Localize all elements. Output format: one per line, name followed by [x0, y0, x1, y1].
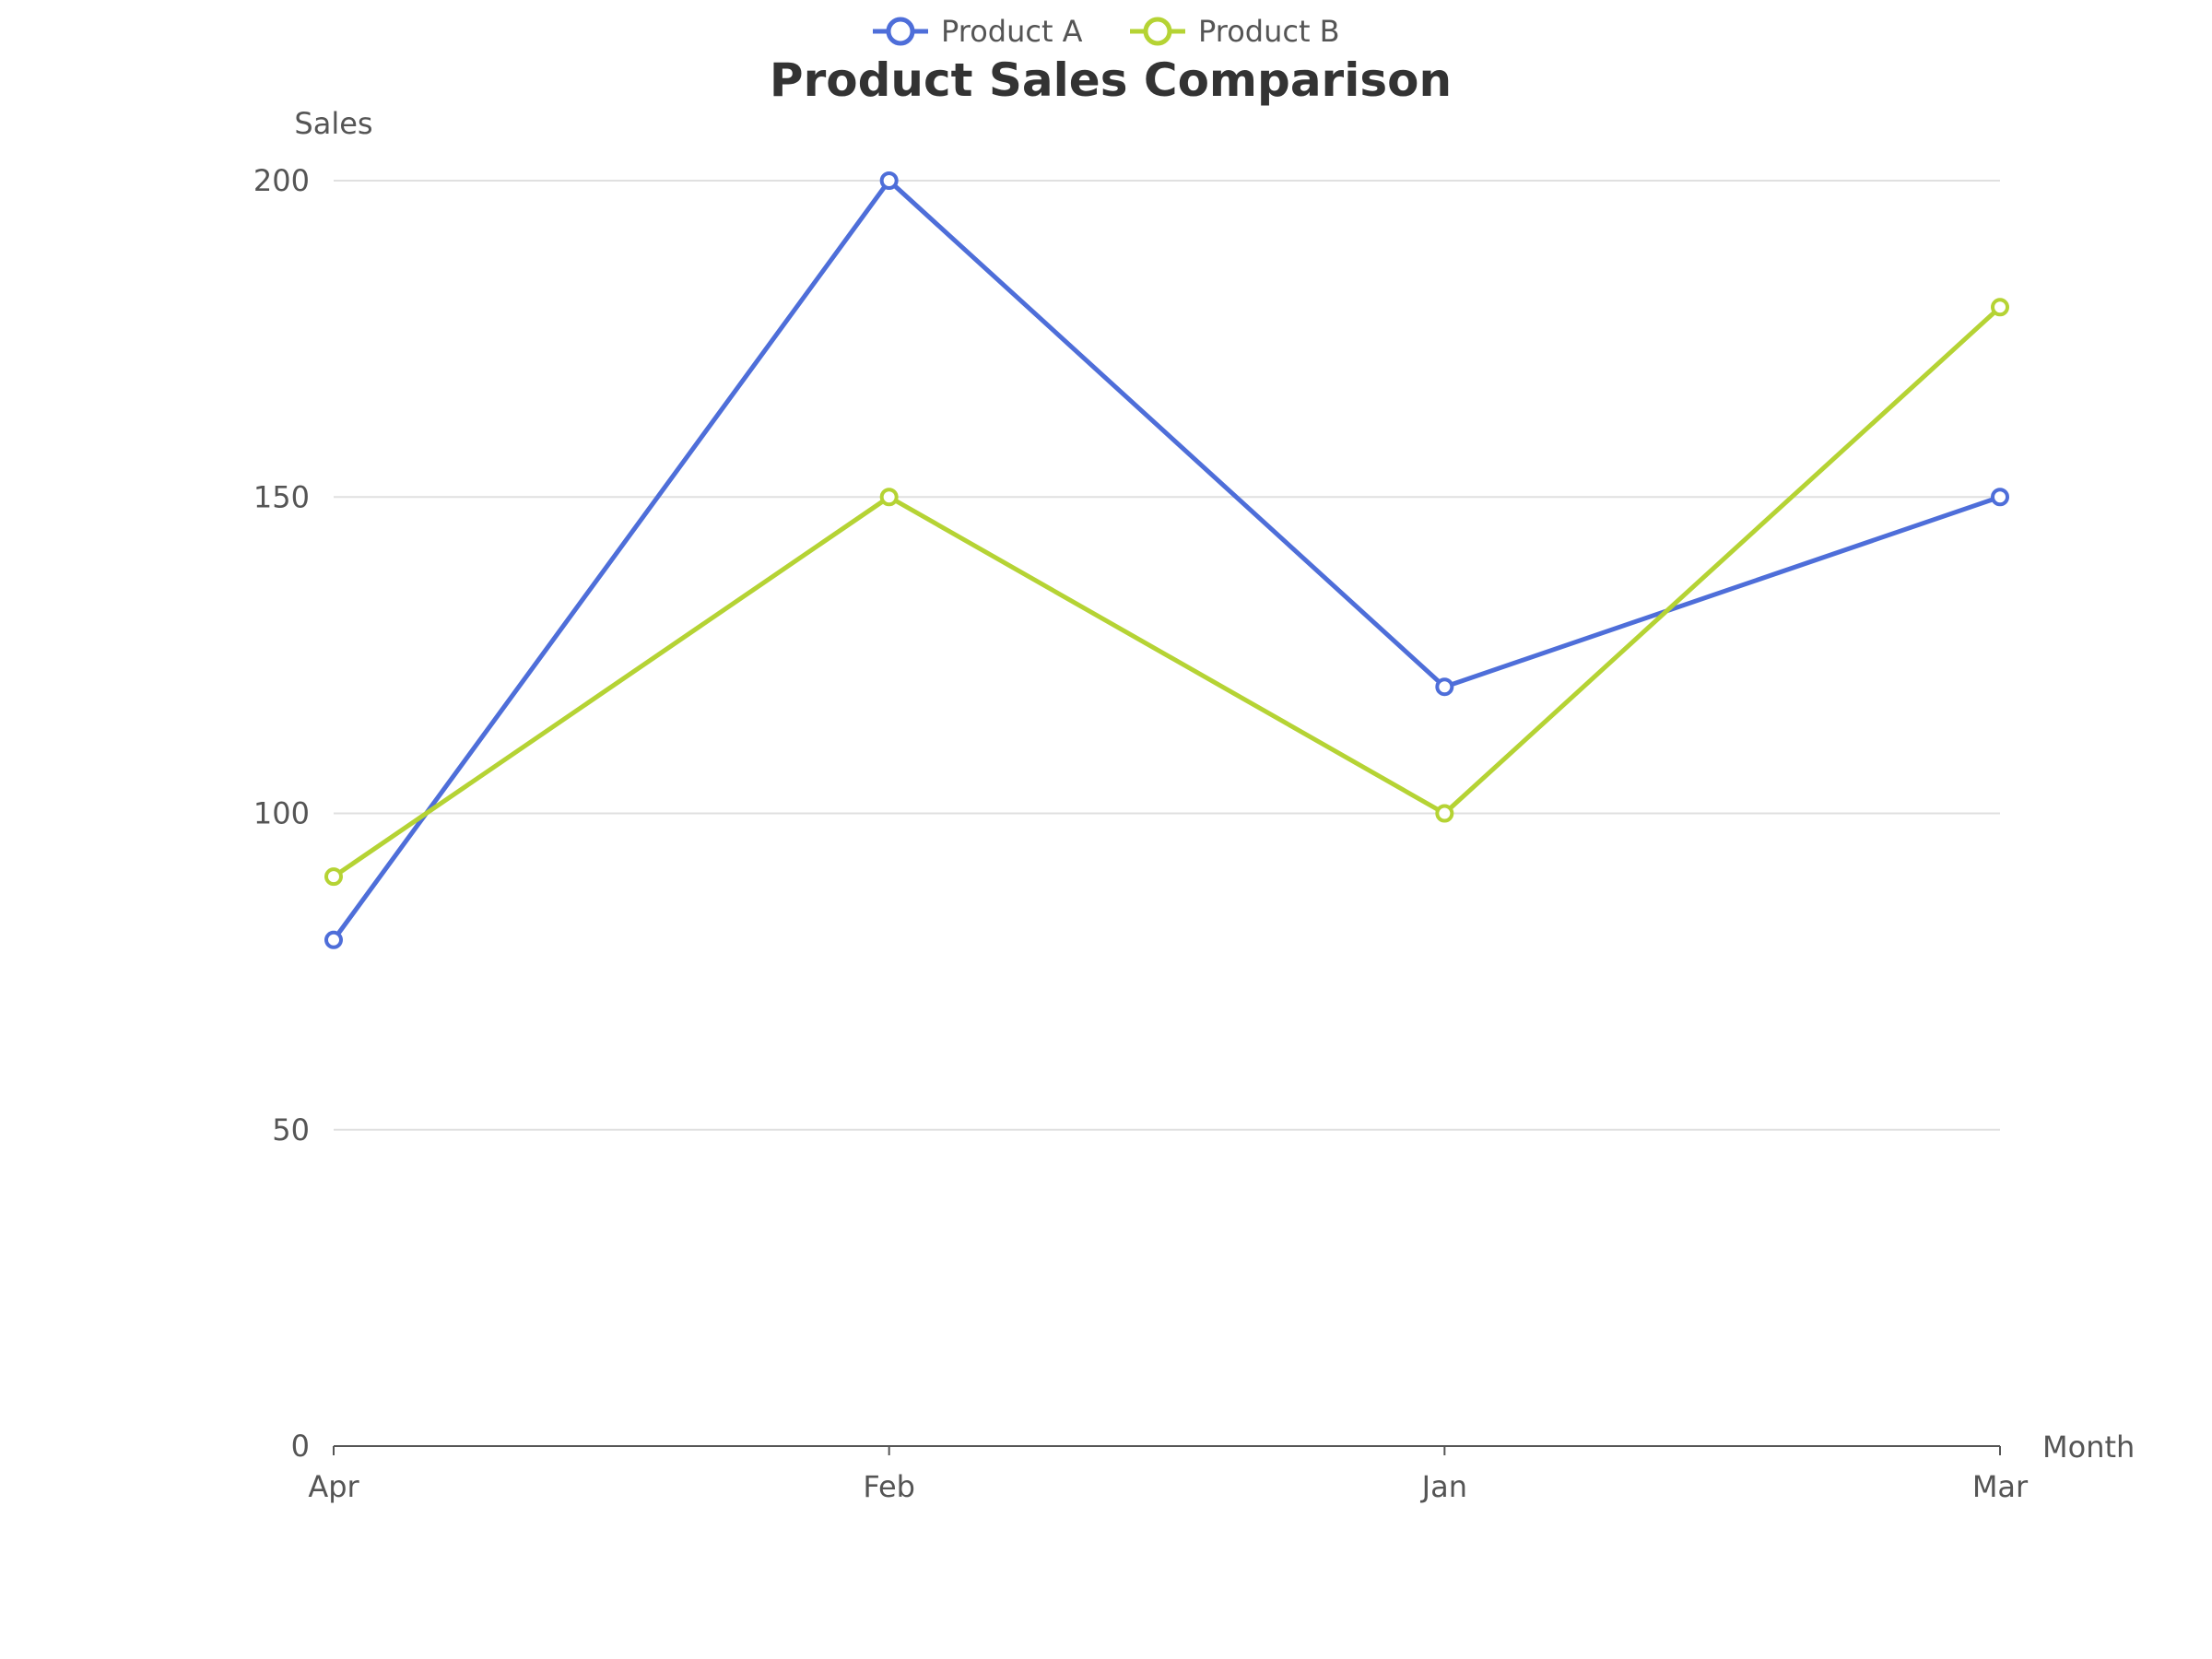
series-layer [324, 171, 2009, 949]
y-tick-label: 200 [253, 163, 310, 198]
legend-item-2[interactable]: Product B [1130, 14, 1340, 49]
series-1-point[interactable] [1991, 488, 2009, 507]
legend: Product A Product B [873, 14, 1340, 49]
axes: 0 50 100 150 200 Apr Feb Jan Mar [253, 163, 2029, 1504]
x-tick-label: Apr [308, 1469, 359, 1504]
legend-label: Product A [941, 14, 1083, 49]
series-1-point[interactable] [879, 171, 899, 190]
legend-label: Product B [1198, 14, 1340, 49]
series-2-point[interactable] [1991, 298, 2009, 317]
y-tick-label: 150 [253, 479, 310, 514]
x-tick-label: Mar [1972, 1469, 2029, 1504]
series-1-point[interactable] [1435, 677, 1454, 697]
chart-title: Product Sales Comparison [770, 53, 1452, 107]
y-axis-label: Sales [294, 106, 372, 141]
y-tick-label: 0 [291, 1429, 310, 1464]
legend-item-1[interactable]: Product A [873, 14, 1083, 49]
x-tick-label: Feb [863, 1469, 915, 1504]
series-2-point[interactable] [1435, 804, 1454, 823]
grid-lines [334, 180, 2000, 1131]
x-tick-label: Jan [1420, 1469, 1467, 1504]
series-line-1 [331, 178, 2001, 942]
series-2-point[interactable] [324, 867, 343, 887]
series-2-point[interactable] [879, 488, 899, 507]
x-axis-label: Month [2042, 1430, 2135, 1465]
y-tick-label: 100 [253, 796, 310, 831]
legend-swatch-marker [1143, 17, 1172, 46]
y-tick-label: 50 [272, 1112, 310, 1147]
legend-swatch-marker [886, 17, 915, 46]
series-line-2 [332, 305, 2002, 879]
series-1-point[interactable] [324, 930, 343, 949]
